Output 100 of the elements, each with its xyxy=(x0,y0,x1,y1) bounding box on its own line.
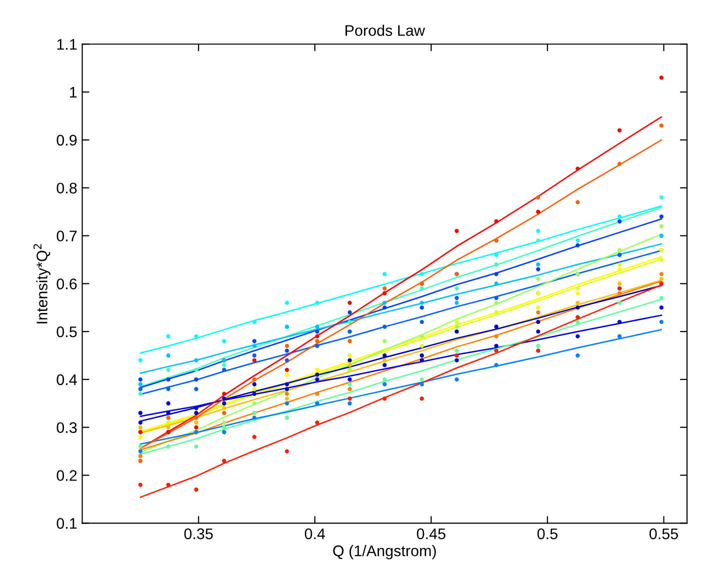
point xyxy=(420,306,424,310)
point xyxy=(315,334,320,338)
y-tick-label: 0.1 xyxy=(56,518,77,529)
point xyxy=(138,449,142,454)
point xyxy=(659,272,664,276)
point xyxy=(138,434,142,440)
point xyxy=(659,123,664,128)
y-tick-label: 0.3 xyxy=(56,422,77,434)
point xyxy=(617,248,622,252)
point xyxy=(659,258,664,262)
point xyxy=(617,162,622,166)
point xyxy=(536,210,540,214)
point xyxy=(348,320,352,324)
point xyxy=(659,214,664,219)
point xyxy=(420,377,424,382)
point xyxy=(494,362,498,368)
point xyxy=(382,396,387,401)
point xyxy=(494,238,498,243)
point xyxy=(576,286,580,291)
y-tick-label: 0.9 xyxy=(56,134,77,146)
point xyxy=(420,382,424,386)
point xyxy=(222,339,226,344)
x-tick-label: 0.4 xyxy=(304,528,326,540)
point xyxy=(659,296,664,300)
y-tick-label: 0.5 xyxy=(56,326,77,338)
point xyxy=(494,252,498,257)
point xyxy=(284,396,290,401)
point xyxy=(166,368,170,372)
point xyxy=(194,406,198,410)
point xyxy=(166,410,170,416)
point xyxy=(222,420,226,425)
point xyxy=(284,344,290,348)
y-tick-label: 0.2 xyxy=(56,470,77,481)
point xyxy=(222,425,226,430)
point xyxy=(494,282,498,286)
point xyxy=(576,238,580,243)
point xyxy=(166,425,170,430)
point xyxy=(420,396,424,401)
point xyxy=(659,306,664,310)
point xyxy=(138,454,142,458)
point xyxy=(454,377,459,382)
point xyxy=(576,306,580,310)
point xyxy=(617,300,622,305)
point xyxy=(617,320,622,324)
point xyxy=(284,372,290,377)
point xyxy=(536,276,540,281)
point xyxy=(576,320,580,324)
point xyxy=(252,358,256,362)
point xyxy=(222,392,226,396)
point xyxy=(454,286,459,291)
point xyxy=(494,334,498,338)
point xyxy=(284,401,290,406)
point xyxy=(348,382,352,386)
point xyxy=(194,444,198,449)
point xyxy=(194,368,198,372)
point xyxy=(382,382,387,386)
point xyxy=(284,392,290,396)
point xyxy=(138,386,142,392)
point xyxy=(194,416,198,420)
x-tick-label: 0.35 xyxy=(184,528,213,540)
point xyxy=(536,228,540,234)
point xyxy=(166,401,170,406)
point xyxy=(252,386,256,392)
point xyxy=(617,214,622,219)
point xyxy=(284,449,290,454)
point xyxy=(454,300,459,305)
point xyxy=(576,334,580,338)
x-tick-label: 0.5 xyxy=(537,528,558,540)
point xyxy=(659,234,664,238)
point xyxy=(576,300,580,305)
point xyxy=(382,306,387,310)
point xyxy=(348,396,352,401)
point xyxy=(494,219,498,224)
line-series xyxy=(140,205,662,354)
point xyxy=(194,358,198,362)
point xyxy=(222,368,226,372)
point xyxy=(494,296,498,300)
point xyxy=(348,358,352,362)
point xyxy=(494,262,498,267)
point xyxy=(194,377,198,382)
point xyxy=(284,368,290,372)
point xyxy=(576,166,580,171)
point xyxy=(494,300,498,305)
point xyxy=(315,339,320,344)
point xyxy=(536,238,540,243)
point xyxy=(252,416,256,420)
point xyxy=(420,320,424,324)
point xyxy=(382,358,387,362)
point xyxy=(348,377,352,382)
point xyxy=(659,320,664,324)
point xyxy=(536,195,540,200)
y-tick-label: 0.4 xyxy=(56,374,77,386)
point xyxy=(315,420,320,425)
point xyxy=(284,300,290,305)
point xyxy=(617,262,622,267)
point xyxy=(315,300,320,305)
point xyxy=(284,416,290,420)
point xyxy=(222,458,226,463)
point xyxy=(576,353,580,358)
point xyxy=(382,286,387,291)
